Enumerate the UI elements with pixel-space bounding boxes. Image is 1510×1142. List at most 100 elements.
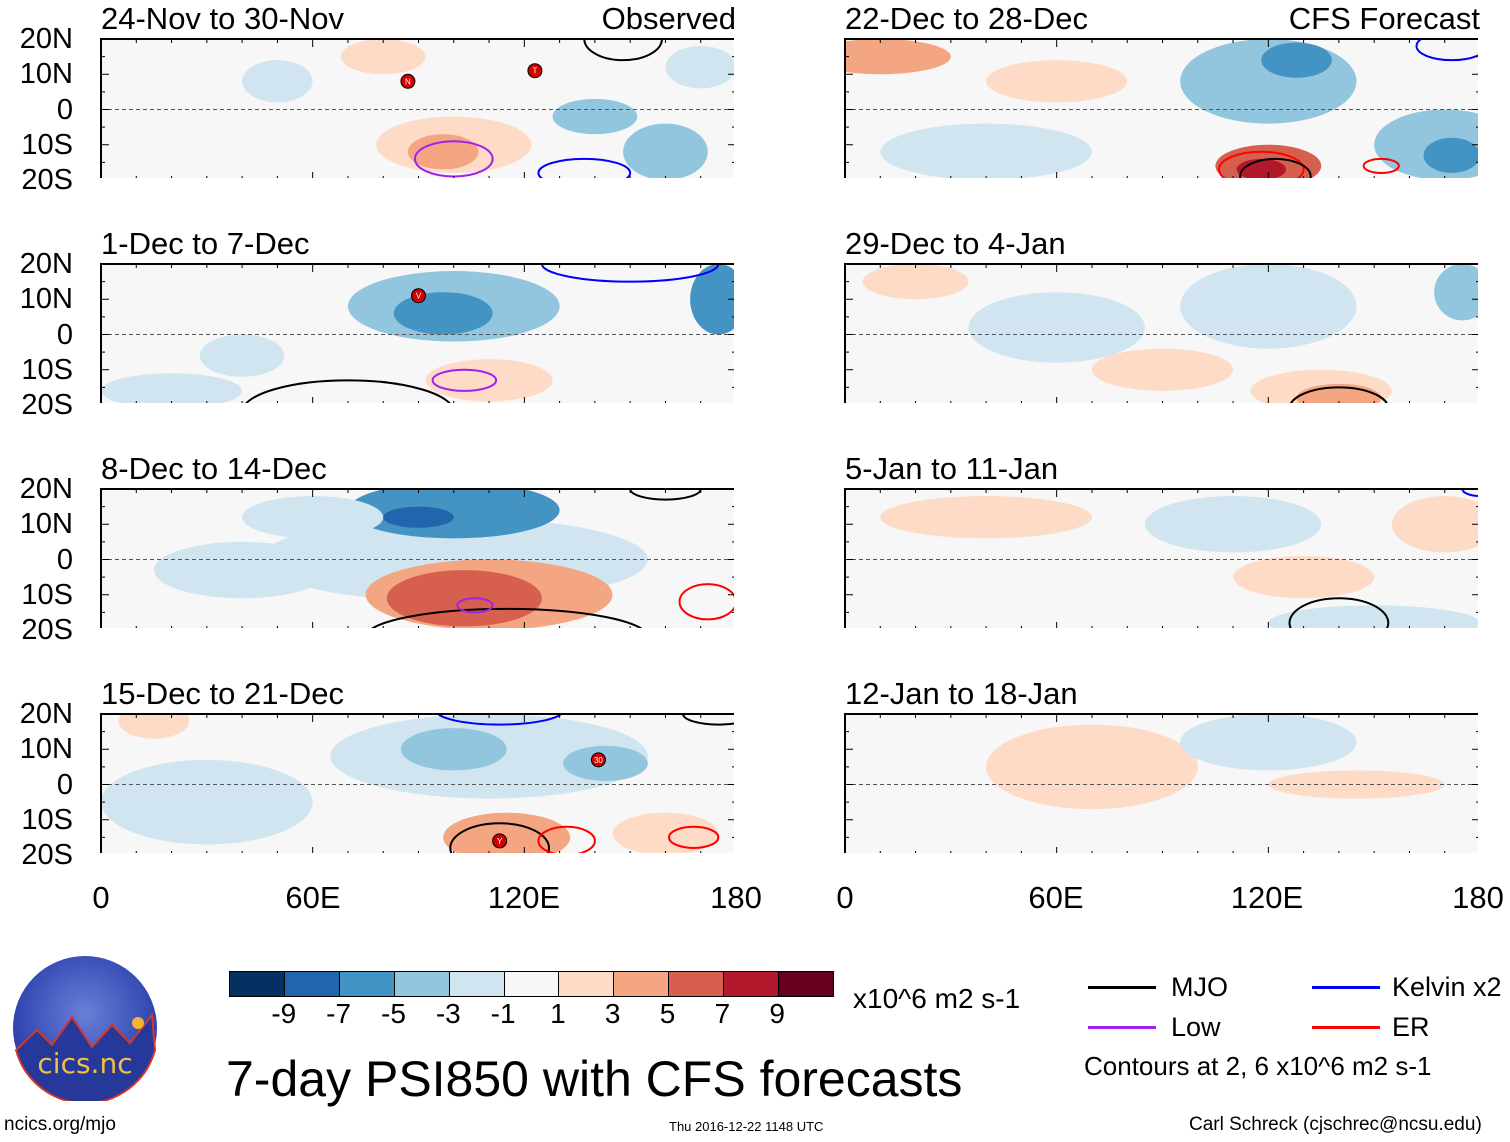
contours-note: Contours at 2, 6 x10^6 m2 s-1 bbox=[1084, 1051, 1432, 1081]
map-panel bbox=[100, 488, 734, 628]
anomaly-region bbox=[1391, 496, 1478, 553]
colorbar-swatch bbox=[339, 972, 395, 996]
anomaly-region bbox=[425, 359, 553, 402]
lon-label: 180 bbox=[710, 880, 762, 915]
lat-label: 10S bbox=[21, 353, 73, 386]
contour-mjo bbox=[245, 379, 451, 403]
panel-title: 8-Dec to 14-Dec bbox=[101, 451, 327, 486]
contour-mjo bbox=[1239, 157, 1312, 178]
anomaly-region bbox=[1434, 264, 1478, 321]
forecast-label: CFS Forecast bbox=[1288, 1, 1480, 36]
lon-label: 180 bbox=[1452, 880, 1504, 915]
colorbar-swatch bbox=[230, 972, 285, 996]
lat-label: 20S bbox=[21, 839, 73, 871]
legend-line-low bbox=[1088, 1026, 1156, 1029]
colorbar-swatch bbox=[724, 972, 780, 996]
anomaly-region bbox=[1268, 605, 1478, 628]
tropical-cyclone-icon: T bbox=[527, 63, 543, 79]
colorbar-swatch bbox=[559, 972, 615, 996]
cyclone-label: Y bbox=[497, 837, 503, 846]
lon-label: 0 bbox=[836, 880, 854, 915]
panel-title: 24-Nov to 30-Nov bbox=[101, 1, 344, 36]
anomaly-region bbox=[153, 541, 331, 599]
colorbar-swatch bbox=[449, 972, 505, 996]
figure-title: 7-day PSI850 with CFS forecasts bbox=[226, 1051, 963, 1107]
lat-label: 10N bbox=[19, 283, 73, 316]
lat-label: 0 bbox=[56, 318, 73, 351]
contour-mjo bbox=[583, 39, 663, 62]
anomaly-region bbox=[1180, 39, 1357, 124]
contour-mjo bbox=[1290, 386, 1388, 403]
map-panel bbox=[844, 38, 1478, 178]
panel-title: 15-Dec to 21-Dec bbox=[101, 676, 344, 711]
cyclone-label: V bbox=[416, 292, 422, 301]
anomaly-region bbox=[393, 292, 493, 335]
cyclone-label: T bbox=[532, 67, 537, 76]
anomaly-region bbox=[552, 98, 638, 135]
colorbar bbox=[229, 971, 834, 997]
anomaly-region bbox=[400, 728, 507, 771]
anomaly-region bbox=[1180, 264, 1357, 349]
logo-text: cics.nc bbox=[37, 1047, 132, 1080]
legend-line-mjo bbox=[1088, 986, 1156, 989]
anomaly-region bbox=[118, 714, 190, 739]
contour-er bbox=[678, 583, 734, 621]
colorbar-swatch bbox=[284, 972, 340, 996]
colorbar-swatch bbox=[614, 972, 670, 996]
contour-mjo bbox=[629, 489, 702, 501]
legend-label-er: ER bbox=[1392, 1012, 1430, 1042]
anomaly-region bbox=[665, 46, 734, 89]
footer-url[interactable]: ncics.org/mjo bbox=[4, 1114, 116, 1135]
anomaly-region bbox=[880, 123, 1092, 178]
lat-label: 0 bbox=[56, 543, 73, 576]
lat-label: 10S bbox=[21, 803, 73, 836]
panel-title: 22-Dec to 28-Dec bbox=[845, 1, 1088, 36]
lat-label: 10N bbox=[19, 58, 73, 91]
map-panel bbox=[844, 263, 1478, 403]
anomaly-region bbox=[986, 60, 1128, 103]
colorbar-label: -7 bbox=[326, 998, 352, 1029]
anomaly-region bbox=[199, 334, 285, 377]
lon-label: 60E bbox=[1028, 880, 1084, 915]
anomaly-region bbox=[986, 724, 1198, 810]
map-panel: NT bbox=[100, 38, 734, 178]
footer-author: Carl Schreck (cjschrec@ncsu.edu) bbox=[1189, 1114, 1482, 1135]
anomaly-region bbox=[690, 264, 734, 335]
legend-line-er bbox=[1312, 1026, 1380, 1029]
anomaly-region bbox=[1233, 555, 1375, 599]
colorbar-label: -5 bbox=[381, 998, 406, 1029]
contour-er bbox=[1217, 150, 1305, 178]
lat-label: 20S bbox=[21, 164, 73, 196]
colorbar-swatch bbox=[779, 972, 833, 996]
anomaly-region bbox=[340, 39, 426, 75]
panel-title: 5-Jan to 11-Jan bbox=[845, 451, 1059, 486]
observed-label: Observed bbox=[601, 1, 736, 36]
lat-label: 10S bbox=[21, 128, 73, 161]
cyclone-label: N bbox=[405, 77, 411, 86]
colorbar-label: 5 bbox=[659, 998, 676, 1029]
panel-title: 29-Dec to 4-Jan bbox=[845, 226, 1066, 261]
map-panel: Y 30 bbox=[100, 713, 734, 853]
colorbar-swatch bbox=[504, 972, 560, 996]
anomaly-region bbox=[1261, 42, 1332, 78]
colorbar-units: x10^6 m2 s-1 bbox=[853, 983, 1021, 1014]
lat-label: 20N bbox=[19, 698, 73, 730]
lat-label: 10N bbox=[19, 733, 73, 766]
colorbar-label: -3 bbox=[435, 998, 461, 1029]
lat-label: 0 bbox=[56, 768, 73, 801]
panel-title: 1-Dec to 7-Dec bbox=[101, 226, 310, 261]
contour-kelvin bbox=[540, 264, 720, 283]
map-panel bbox=[844, 713, 1478, 853]
anomaly-region bbox=[101, 373, 243, 403]
contour-er bbox=[1362, 157, 1400, 174]
map-panel bbox=[844, 488, 1478, 628]
contour-kelvin bbox=[537, 157, 632, 178]
lat-label: 20S bbox=[21, 389, 73, 421]
anomaly-region bbox=[1144, 496, 1322, 553]
legend-label-kelvin: Kelvin x2 bbox=[1392, 972, 1502, 1002]
anomaly-region bbox=[383, 506, 454, 528]
colorbar-swatch bbox=[669, 972, 725, 996]
colorbar-label: 3 bbox=[604, 998, 621, 1029]
legend-label-low: Low bbox=[1171, 1012, 1221, 1042]
contour-kelvin bbox=[1415, 39, 1478, 62]
